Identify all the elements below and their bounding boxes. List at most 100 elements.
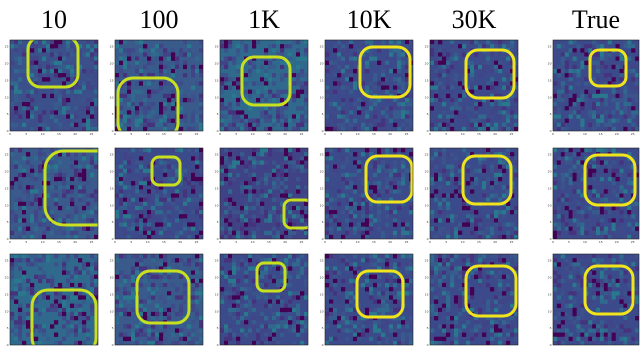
noise-pixel: [264, 230, 269, 236]
noise-pixel: [442, 64, 447, 70]
noise-pixel: [580, 93, 585, 99]
noise-pixel: [244, 205, 249, 211]
noise-pixel: [115, 81, 120, 86]
noise-pixel: [62, 324, 67, 329]
noise-pixel: [119, 48, 124, 53]
noise-pixel: [123, 56, 128, 61]
noise-pixel: [232, 160, 237, 165]
noise-pixel: [252, 340, 257, 345]
noise-pixel: [631, 114, 636, 119]
noise-pixel: [224, 201, 229, 207]
noise-pixel: [14, 44, 19, 49]
circle-shape: [43, 149, 98, 227]
noise-pixel: [82, 185, 87, 190]
noise-pixel: [592, 60, 597, 66]
noise-pixel: [369, 311, 374, 317]
noise-pixel: [159, 122, 164, 128]
noise-pixel: [26, 160, 31, 165]
noise-pixel: [139, 230, 144, 236]
noise-pixel: [490, 164, 495, 169]
noise-pixel: [611, 93, 616, 99]
noise-pixel: [446, 114, 451, 119]
y-tick-label: 10: [110, 309, 114, 313]
y-tick-label: 15: [215, 292, 219, 296]
noise-pixel: [268, 332, 273, 337]
noise-pixel: [240, 185, 245, 190]
noise-pixel: [268, 106, 273, 111]
noise-pixel: [635, 164, 639, 169]
noise-pixel: [167, 93, 172, 99]
noise-pixel: [22, 73, 27, 78]
noise-pixel: [62, 73, 67, 78]
noise-pixel: [430, 328, 435, 333]
noise-pixel: [470, 336, 475, 342]
noise-pixel: [470, 287, 475, 292]
noise-pixel: [191, 320, 196, 325]
noise-pixel: [430, 311, 435, 317]
noise-pixel: [486, 81, 491, 86]
noise-pixel: [458, 274, 463, 280]
noise-pixel: [409, 266, 413, 271]
noise-pixel: [615, 168, 620, 174]
noise-pixel: [224, 218, 229, 223]
noise-pixel: [357, 226, 362, 231]
noise-pixel: [446, 234, 451, 239]
noise-pixel: [393, 282, 398, 288]
noise-pixel: [568, 214, 573, 219]
noise-pixel: [50, 40, 55, 45]
noise-pixel: [236, 68, 241, 74]
noise-pixel: [603, 168, 608, 174]
noise-pixel: [337, 234, 342, 239]
noise-pixel: [280, 77, 285, 82]
noise-pixel: [276, 230, 281, 236]
noise-pixel: [195, 56, 200, 61]
noise-pixel: [381, 299, 386, 304]
noise-pixel: [564, 311, 569, 317]
noise-pixel: [58, 68, 63, 74]
noise-pixel: [244, 168, 249, 174]
y-tick-label: 20: [5, 170, 9, 174]
x-tick-label: 10: [583, 240, 587, 244]
noise-pixel: [288, 156, 293, 161]
noise-pixel: [42, 214, 47, 219]
noise-pixel: [90, 218, 95, 223]
noise-pixel: [46, 205, 51, 211]
noise-pixel: [568, 278, 573, 284]
noise-pixel: [389, 287, 394, 292]
noise-pixel: [187, 97, 192, 103]
noise-pixel: [195, 291, 200, 296]
noise-pixel: [454, 156, 459, 161]
noise-pixel: [369, 185, 374, 190]
noise-pixel: [54, 48, 59, 53]
noise-pixel: [506, 316, 511, 321]
noise-pixel: [30, 44, 35, 49]
noise-pixel: [143, 118, 148, 123]
noise-pixel: [30, 168, 35, 174]
noise-pixel: [272, 258, 277, 263]
noise-pixel: [556, 122, 562, 128]
noise-pixel: [288, 52, 293, 57]
noise-pixel: [568, 210, 573, 215]
noise-pixel: [325, 254, 330, 259]
noise-pixel: [228, 311, 233, 317]
noise-pixel: [349, 201, 354, 207]
noise-pixel: [276, 222, 281, 227]
noise-pixel: [486, 307, 491, 313]
noise-pixel: [74, 316, 79, 321]
noise-pixel: [393, 106, 398, 111]
y-tick-label: 25: [320, 153, 324, 157]
noise-pixel: [155, 44, 160, 49]
noise-pixel: [405, 52, 410, 57]
noise-pixel: [272, 336, 277, 342]
noise-pixel: [568, 168, 573, 174]
y-tick-label: 25: [5, 153, 9, 157]
noise-pixel: [252, 126, 257, 131]
noise-pixel: [353, 48, 358, 53]
noise-pixel: [592, 68, 597, 74]
noise-pixel: [256, 328, 261, 333]
noise-pixel: [236, 262, 241, 267]
noise-pixel: [50, 316, 55, 321]
noise-pixel: [442, 328, 447, 333]
panel-frame: [429, 147, 519, 240]
noise-pixel: [442, 230, 447, 236]
